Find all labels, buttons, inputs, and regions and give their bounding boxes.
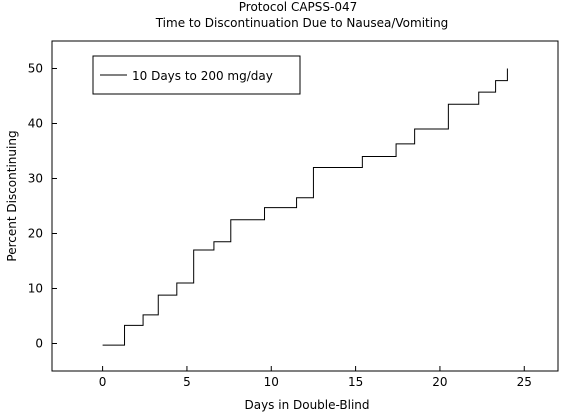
chart-subtitle: Time to Discontinuation Due to Nausea/Vo…: [155, 16, 449, 30]
x-tick-label: 0: [99, 375, 107, 389]
legend-label: 10 Days to 200 mg/day: [132, 69, 273, 83]
y-tick-label: 20: [28, 227, 43, 241]
x-axis: 0 5 10 15 20 25: [99, 366, 532, 389]
y-tick-label: 0: [35, 337, 43, 351]
y-tick-label: 40: [28, 117, 43, 131]
y-tick-label: 10: [28, 282, 43, 296]
y-axis: 0 10 20 30 40 50: [28, 62, 57, 351]
y-axis-label: Percent Discontinuing: [5, 130, 19, 261]
x-tick-label: 15: [348, 375, 363, 389]
x-axis-label: Days in Double-Blind: [244, 398, 369, 412]
legend: 10 Days to 200 mg/day: [92, 55, 301, 95]
plot-area: [51, 40, 559, 372]
x-tick-label: 20: [432, 375, 447, 389]
x-tick-label: 5: [183, 375, 191, 389]
x-tick-label: 25: [517, 375, 532, 389]
chart-title: Protocol CAPSS-047: [239, 0, 357, 14]
series-line: [102, 68, 508, 346]
y-tick-label: 50: [28, 62, 43, 76]
y-tick-label: 30: [28, 172, 43, 186]
legend-box: [92, 55, 301, 95]
x-tick-label: 10: [264, 375, 279, 389]
